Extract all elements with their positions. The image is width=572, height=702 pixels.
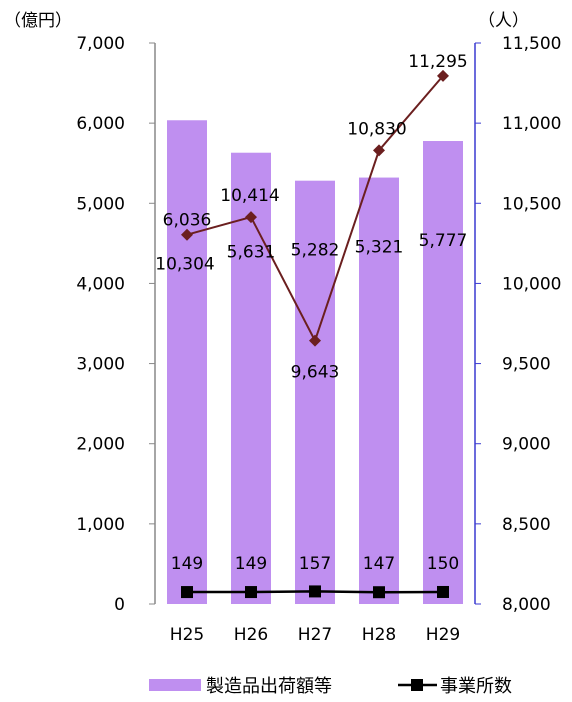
left-tick-label: 7,000 [76,34,125,54]
employees-value-label: 9,643 [291,363,340,383]
left-tick-label: 1,000 [76,515,125,535]
employees-marker [309,334,321,347]
bar-value-label: 5,777 [419,231,468,251]
bar-value-label: 5,321 [355,238,404,258]
left-tick-label: 0 [114,595,125,615]
bar [295,180,335,604]
employees-value-label: 10,304 [155,255,214,275]
bar [359,177,399,604]
employees-value-label: 10,414 [220,186,279,206]
right-tick-label: 8,500 [502,515,551,535]
right-tick-label: 11,000 [502,114,561,134]
right-axis-ticks: 8,000 8,500 9,000 9,500 10,000 10,500 11,000 11… [475,34,561,615]
x-tick-label: H29 [426,625,460,645]
right-tick-label: 10,500 [502,194,561,214]
x-axis-ticks: H25 H26 H27 H28 H29 [170,625,460,645]
left-tick-label: 5,000 [76,194,125,214]
establishments-value-label: 149 [235,554,267,574]
employees-marker [437,69,449,82]
right-tick-label: 9,000 [502,435,551,455]
establishments-value-label: 147 [363,554,395,574]
right-axis-unit: （人） [478,11,529,31]
left-axis-unit: （億円） [4,11,72,31]
left-axis-ticks: 0 1,000 2,000 3,000 4,000 5,000 6,000 7,000 [76,34,155,615]
left-tick-label: 4,000 [76,274,125,294]
establishments-marker [309,585,321,598]
left-tick-label: 6,000 [76,114,125,134]
left-tick-label: 3,000 [76,355,125,375]
right-tick-label: 11,500 [502,34,561,54]
bar [167,120,207,604]
employees-value-label: 10,830 [347,119,406,139]
bar-series [167,120,463,604]
legend-square-marker [411,679,423,691]
employees-value-label: 11,295 [408,52,467,72]
legend-bar-swatch [149,679,201,691]
right-tick-label: 9,500 [502,355,551,375]
employees-marker [181,228,193,241]
legend-line-label: 事業所数 [440,676,512,697]
employees-marker [373,144,385,157]
x-tick-label: H27 [298,625,332,645]
line-series [181,69,449,599]
right-tick-label: 10,000 [502,274,561,294]
left-tick-label: 2,000 [76,435,125,455]
bar [231,152,271,604]
establishments-marker [181,586,193,599]
bar-value-label: 5,282 [291,241,340,261]
x-tick-label: H25 [170,625,204,645]
right-tick-label: 8,000 [502,595,551,615]
bar-value-label: 5,631 [227,243,276,263]
legend: 製造品出荷額等 事業所数 [149,676,512,697]
establishments-value-label: 149 [171,554,203,574]
bar-value-label: 6,036 [163,210,212,230]
employees-marker [245,211,257,224]
establishments-marker [245,586,257,599]
bar [423,141,463,604]
x-tick-label: H26 [234,625,268,645]
establishments-value-label: 150 [427,554,459,574]
establishments-value-label: 157 [299,554,331,574]
x-tick-label: H28 [362,625,396,645]
legend-bar-label: 製造品出荷額等 [206,676,332,697]
establishments-marker [437,585,449,598]
establishments-marker [373,586,385,599]
data-labels: 6,036 5,631 5,282 5,321 5,777 149 149 157 147 150… [155,52,467,574]
